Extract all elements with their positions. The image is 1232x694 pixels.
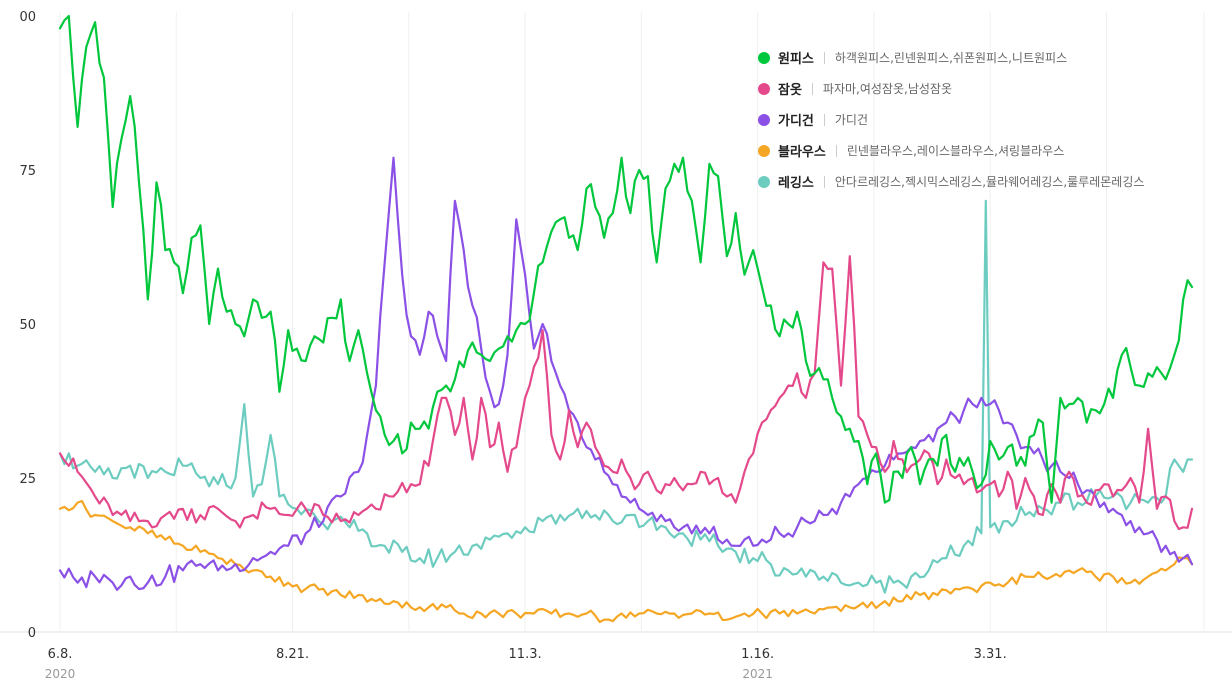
legend-divider	[823, 51, 825, 64]
legend-item[interactable]: 잠옷 파자마,여성잠옷,남성잠옷	[758, 73, 1144, 104]
x-tick-label: 6.8.	[48, 647, 73, 662]
series-line-4[interactable]	[58, 499, 1194, 624]
legend-divider	[835, 144, 837, 157]
y-axis-ticks: 0 25 50 75 00	[19, 10, 36, 641]
x-tick-label: 3.31.	[974, 647, 1007, 662]
series-line-5[interactable]	[58, 199, 1194, 594]
legend-dot-icon	[758, 51, 770, 64]
y-tick-label: 50	[19, 318, 36, 333]
x-tick-year-label: 2021	[742, 667, 773, 681]
y-tick-label: 25	[19, 472, 36, 487]
series-lines	[58, 14, 1194, 624]
legend-dot-icon	[758, 175, 770, 188]
legend-series-name: 레깅스	[778, 176, 814, 191]
legend-dot-icon	[758, 113, 770, 126]
series-line-2[interactable]	[58, 255, 1194, 531]
x-tick-label: 8.21.	[276, 647, 309, 662]
legend-series-keywords: 안다르레깅스,젝시믹스레깅스,뮬라웨어레깅스,룰루레몬레깅스	[834, 175, 1145, 189]
legend-item[interactable]: 블라우스 린넨블라우스,레이스블라우스,셔링블라우스	[758, 135, 1144, 166]
legend-dot-icon	[758, 82, 770, 95]
legend-dot-icon	[758, 144, 770, 157]
legend-divider	[811, 82, 813, 95]
y-tick-label: 75	[19, 164, 36, 179]
legend-divider	[823, 113, 825, 126]
legend-series-keywords: 하객원피스,린넨원피스,쉬폰원피스,니트원피스	[834, 51, 1068, 65]
legend-divider	[823, 175, 825, 188]
legend-series-name: 잠옷	[778, 83, 802, 98]
legend-series-keywords: 파자마,여성잠옷,남성잠옷	[822, 82, 952, 96]
y-tick-label: 0	[28, 626, 36, 641]
legend-series-keywords: 린넨블라우스,레이스블라우스,셔링블라우스	[846, 144, 1065, 158]
x-tick-label: 1.16.	[741, 647, 774, 662]
legend-series-name: 원피스	[778, 52, 814, 67]
series-line-1[interactable]	[58, 14, 1194, 504]
legend-series-name: 가디건	[778, 114, 814, 129]
x-axis-ticks: 6.8. 2020 8.21. 11.3. 1.16. 2021 3.31.	[45, 647, 1007, 681]
x-tick-label: 11.3.	[509, 647, 542, 662]
legend-series-name: 블라우스	[778, 145, 826, 160]
legend-item[interactable]: 가디건 가디건	[758, 104, 1144, 135]
legend-item[interactable]: 레깅스 안다르레깅스,젝시믹스레깅스,뮬라웨어레깅스,룰루레몬레깅스	[758, 166, 1144, 197]
series-line-3[interactable]	[58, 156, 1194, 591]
y-tick-label: 00	[19, 10, 36, 25]
x-tick-year-label: 2020	[45, 667, 76, 681]
legend-series-keywords: 가디건	[834, 113, 869, 127]
legend-item[interactable]: 원피스 하객원피스,린넨원피스,쉬폰원피스,니트원피스	[758, 42, 1144, 73]
